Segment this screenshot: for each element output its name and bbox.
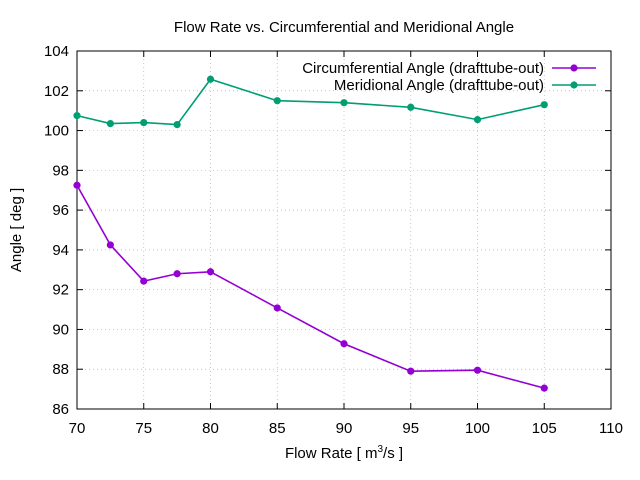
grid-lines (77, 51, 611, 409)
data-point (473, 116, 482, 124)
y-tick-label: 90 (52, 321, 69, 338)
legend-label-2: Meridional Angle (drafttube-out) (334, 77, 544, 94)
data-point (340, 99, 348, 107)
legend: Circumferential Angle (drafttube-out)Mer… (302, 60, 596, 94)
data-point (173, 120, 181, 129)
y-tick-label: 96 (52, 202, 69, 219)
data-point (106, 119, 114, 128)
y-tick-label: 92 (52, 282, 69, 299)
legend-swatch-marker-2 (570, 81, 578, 89)
y-tick-label: 98 (52, 162, 69, 179)
data-point (173, 270, 181, 278)
x-tick-label: 110 (599, 420, 623, 437)
data-point (540, 384, 548, 392)
y-tick-label: 102 (44, 83, 69, 100)
data-point (407, 103, 415, 111)
chart-title: Flow Rate vs. Circumferential and Meridi… (174, 19, 514, 36)
data-point (73, 181, 81, 189)
y-tick-label: 94 (52, 242, 69, 259)
data-point (540, 101, 548, 109)
x-tick-label: 80 (202, 420, 219, 437)
legend-swatch-marker-1 (570, 64, 578, 72)
data-point (273, 97, 281, 105)
y-tick-label: 104 (44, 43, 69, 60)
x-tick-label: 105 (532, 420, 557, 437)
data-point (206, 75, 215, 83)
legend-label-1: Circumferential Angle (drafttube-out) (302, 60, 544, 77)
x-axis-label: Flow Rate [ m3/s ] (285, 444, 403, 462)
data-point (473, 366, 482, 374)
y-axis-label: Angle [ deg ] (8, 188, 25, 272)
axis-ticks: 70 75 80 85 90 95 100 105 110 86 88 90 92 94 96 98 100 10… (44, 43, 623, 437)
x-axis-label-superscript: 3 (377, 444, 383, 455)
y-tick-label: 100 (44, 123, 69, 140)
y-tick-label: 88 (52, 361, 69, 378)
x-tick-label: 70 (69, 420, 86, 437)
series-group (73, 75, 548, 392)
data-point (407, 367, 415, 375)
x-tick-label: 85 (269, 420, 286, 437)
data-point (340, 340, 348, 348)
x-tick-label: 90 (336, 420, 353, 437)
x-tick-label: 100 (465, 420, 490, 437)
data-point (206, 268, 215, 276)
data-point (73, 112, 81, 120)
y-tick-label: 86 (52, 401, 69, 418)
x-tick-label: 95 (402, 420, 419, 437)
data-point (106, 241, 114, 249)
series-line-1 (76, 184, 545, 389)
data-point (273, 304, 281, 312)
x-tick-label: 75 (135, 420, 152, 437)
data-point (140, 119, 148, 127)
series-line-2 (76, 78, 545, 126)
data-point (140, 277, 148, 285)
